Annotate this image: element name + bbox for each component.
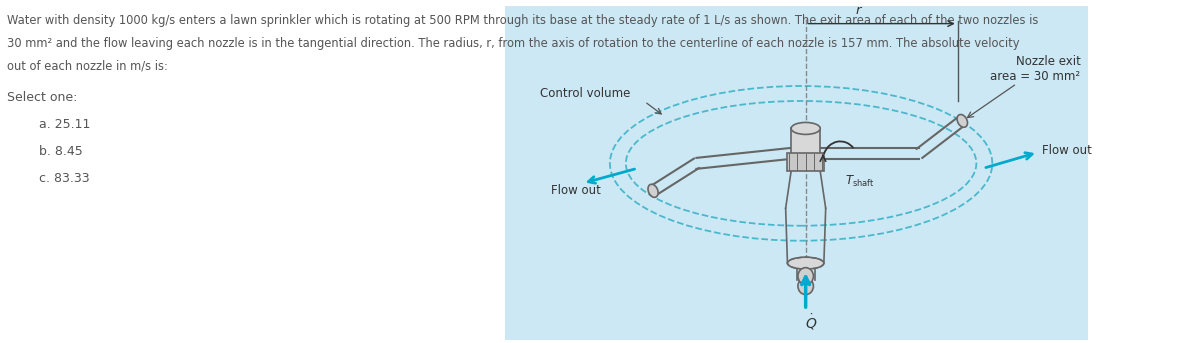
Text: a. 25.11: a. 25.11 xyxy=(40,118,90,131)
Text: $T_\mathrm{shaft}$: $T_\mathrm{shaft}$ xyxy=(845,174,875,189)
Text: Select one:: Select one: xyxy=(7,92,78,105)
Ellipse shape xyxy=(958,115,967,127)
Ellipse shape xyxy=(648,184,658,197)
FancyBboxPatch shape xyxy=(787,153,824,172)
Text: Flow out: Flow out xyxy=(1043,144,1092,157)
FancyBboxPatch shape xyxy=(505,6,1088,340)
Text: r: r xyxy=(856,4,862,17)
Text: Control volume: Control volume xyxy=(540,87,630,100)
Text: out of each nozzle in m/s is:: out of each nozzle in m/s is: xyxy=(7,60,168,73)
Text: $\dot{Q}$: $\dot{Q}$ xyxy=(805,312,817,332)
Circle shape xyxy=(798,268,814,285)
Circle shape xyxy=(798,277,814,295)
Ellipse shape xyxy=(787,257,824,269)
Text: 30 mm² and the flow leaving each nozzle is in the tangential direction. The radi: 30 mm² and the flow leaving each nozzle … xyxy=(7,37,1020,50)
Text: c. 83.33: c. 83.33 xyxy=(40,172,90,185)
FancyBboxPatch shape xyxy=(791,128,821,154)
Text: Flow out: Flow out xyxy=(551,184,601,197)
Ellipse shape xyxy=(791,122,821,134)
Text: Water with density 1000 kg/s enters a lawn sprinkler which is rotating at 500 RP: Water with density 1000 kg/s enters a la… xyxy=(7,14,1039,27)
Text: b. 8.45: b. 8.45 xyxy=(40,145,83,158)
Text: Nozzle exit
area = 30 mm²: Nozzle exit area = 30 mm² xyxy=(990,55,1080,83)
